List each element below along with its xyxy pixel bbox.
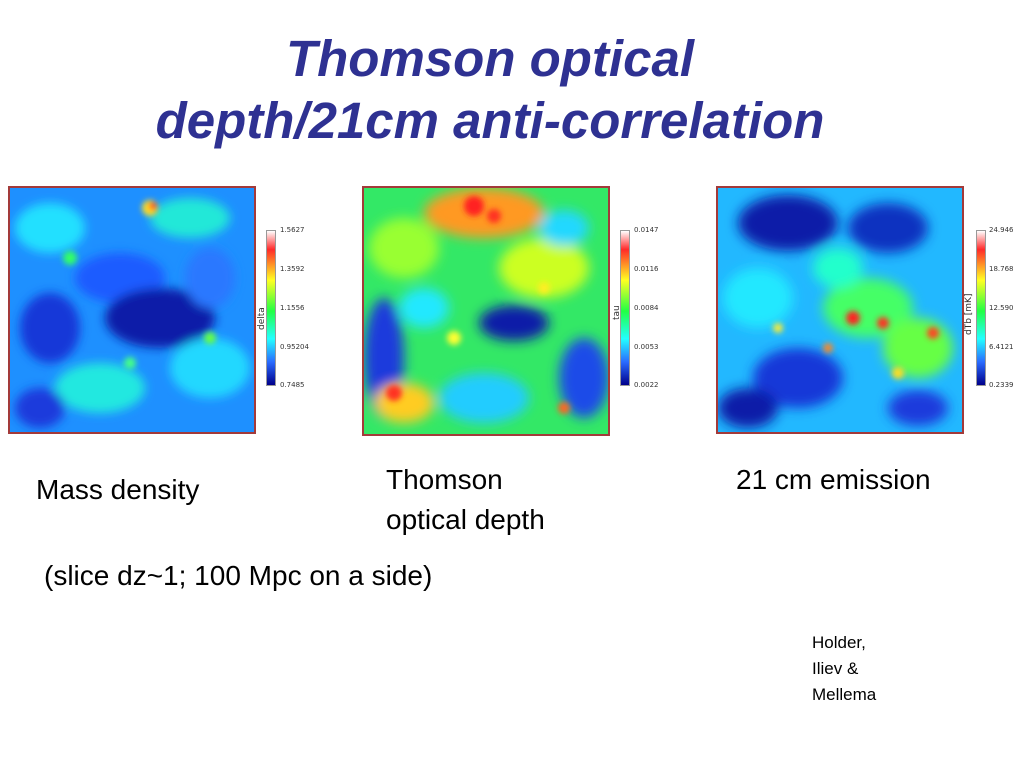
- delta-tick-3: 1.1556: [280, 304, 305, 312]
- delta-tick-2: 1.3592: [280, 265, 305, 273]
- dtb-tick-2: 18.768: [989, 265, 1014, 273]
- tau-tick-2: 0.0116: [634, 265, 659, 273]
- thomson-caption-line-1: Thomson: [386, 464, 503, 495]
- thomson-caption-line-2: optical depth: [386, 504, 545, 535]
- slice-note: (slice dz~1; 100 Mpc on a side): [44, 560, 433, 591]
- thomson-optical-depth-map: [362, 186, 610, 436]
- tau-tick-3: 0.0084: [634, 304, 659, 312]
- delta-colorbar: [266, 230, 276, 386]
- 21cm-emission-map: [716, 186, 964, 434]
- tau-colorbar: [620, 230, 630, 386]
- delta-tick-5: 0.7485: [280, 381, 305, 389]
- delta-tick-1: 1.5627: [280, 226, 305, 234]
- mass-density-caption: Mass density: [36, 474, 200, 505]
- mass-density-map: [8, 186, 256, 434]
- tau-tick-1: 0.0147: [634, 226, 659, 234]
- dtb-tick-4: 6.4121: [989, 343, 1014, 351]
- title-line-2: depth/21cm anti-correlation: [155, 92, 825, 149]
- thomson-optical-depth-caption: Thomson optical depth: [386, 460, 545, 540]
- delta-axis-label: delta: [257, 307, 267, 330]
- dtb-axis-label: dTb [mK]: [964, 293, 974, 335]
- dtb-tick-5: 0.2339: [989, 381, 1014, 389]
- credit-line-1: Holder,: [812, 633, 866, 652]
- dtb-colorbar: [976, 230, 986, 386]
- credit-line-2: Iliev &: [812, 659, 859, 678]
- dtb-tick-1: 24.946: [989, 226, 1014, 234]
- 21cm-emission-caption: 21 cm emission: [736, 464, 931, 495]
- tau-tick-4: 0.0053: [634, 343, 659, 351]
- credit-line-3: Mellema: [812, 685, 877, 704]
- title-line-1: Thomson optical: [286, 30, 694, 87]
- credit: Holder, Iliev & Mellema: [812, 630, 876, 708]
- delta-tick-4: 0.95204: [280, 343, 309, 351]
- slide-title: Thomson optical depth/21cm anti-correlat…: [0, 28, 980, 152]
- tau-axis-label: tau: [612, 305, 622, 320]
- dtb-tick-3: 12.590: [989, 304, 1014, 312]
- tau-tick-5: 0.0022: [634, 381, 659, 389]
